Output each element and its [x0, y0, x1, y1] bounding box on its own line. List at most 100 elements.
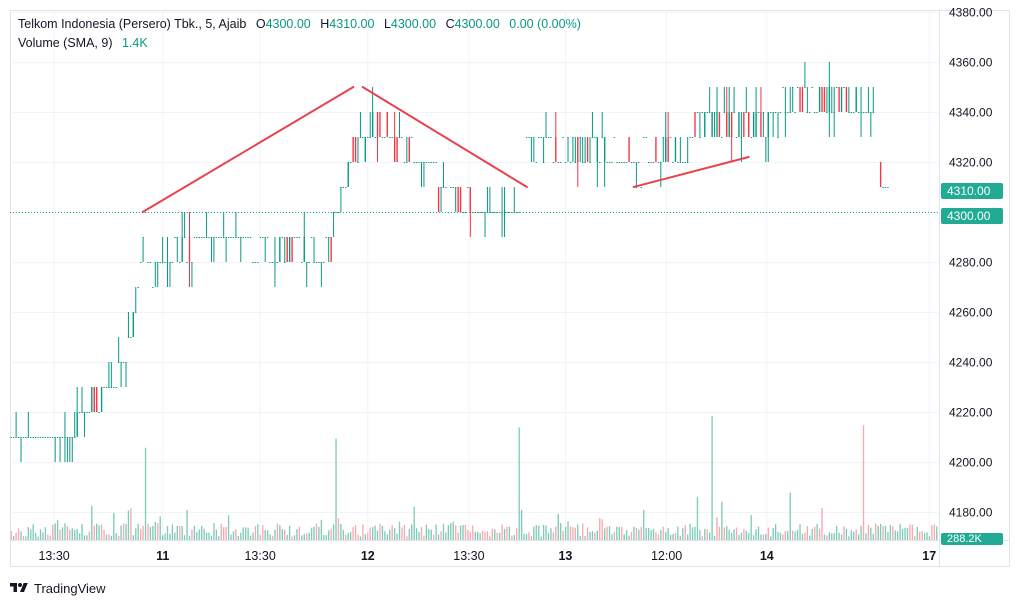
candle-body	[252, 262, 254, 263]
candle-body	[616, 162, 618, 163]
candle-body	[401, 137, 403, 138]
candle-body	[845, 87, 848, 112]
volume-bar	[657, 534, 660, 540]
volume-indicator-label[interactable]: Volume (SMA, 9)	[18, 36, 113, 50]
candle-body	[457, 187, 459, 212]
trend-line-drawing[interactable]	[141, 86, 355, 213]
candle-body	[86, 412, 88, 413]
candle-body	[721, 137, 723, 138]
volume-bar	[15, 532, 17, 540]
symbol-legend: Telkom Indonesia (Persero) Tbk., 5, Ajai…	[18, 17, 581, 31]
candle-body	[137, 287, 139, 288]
volume-bar	[745, 530, 747, 540]
candle-body	[196, 237, 198, 238]
volume-bar	[818, 528, 821, 540]
trend-line-drawing[interactable]	[361, 86, 528, 188]
volume-bar	[369, 527, 371, 540]
candle-body	[447, 212, 450, 213]
candle-body	[855, 87, 857, 112]
volume-bar	[61, 527, 64, 540]
candle-body	[88, 412, 91, 413]
candle-body	[860, 112, 862, 113]
volume-bar	[506, 527, 508, 540]
volume-bar	[650, 530, 652, 540]
tradingview-branding[interactable]: TradingView	[10, 578, 106, 598]
volume-bar	[926, 532, 928, 540]
y-tick-label: 4260.00	[949, 306, 993, 320]
candle-body	[564, 162, 567, 163]
volume-bar	[584, 536, 586, 540]
volume-bar	[599, 517, 601, 540]
volume-bar	[440, 531, 442, 540]
volume-bar	[479, 533, 481, 540]
volume-bar	[413, 506, 415, 540]
candle-body	[542, 162, 545, 163]
volume-bar	[855, 529, 857, 540]
volume-bar	[450, 523, 452, 540]
volume-bar	[169, 533, 171, 540]
candle-body	[271, 262, 274, 263]
candle-body	[704, 112, 706, 137]
candle-body	[723, 112, 725, 113]
candle-body	[586, 137, 589, 162]
candle-body	[69, 437, 71, 438]
volume-bar	[484, 531, 486, 540]
volume-bar	[152, 525, 154, 540]
volume-bar	[762, 534, 765, 540]
volume-bar	[816, 524, 818, 540]
candle-body	[699, 137, 701, 138]
volume-bar	[262, 524, 264, 540]
volume-bar	[794, 531, 796, 540]
volume-bar	[591, 531, 594, 540]
volume-bar	[166, 525, 169, 540]
volume-bar	[625, 530, 628, 540]
candle-body	[335, 212, 337, 213]
trend-line-drawing[interactable]	[632, 156, 750, 188]
open-key: O	[255, 17, 266, 31]
candle-body	[459, 187, 462, 212]
volume-bar	[489, 536, 491, 540]
volume-bar	[203, 528, 205, 540]
volume-bar	[865, 533, 867, 540]
candle-body	[56, 437, 59, 438]
candle-body	[415, 162, 418, 163]
volume-bar	[227, 515, 230, 540]
volume-bar	[535, 525, 537, 540]
candle-body	[838, 87, 840, 112]
candle-body	[201, 237, 203, 238]
volume-bar	[281, 529, 283, 540]
volume-bar	[20, 531, 22, 540]
volume-bar	[201, 525, 203, 540]
candle-body	[147, 262, 149, 263]
volume-bar	[208, 532, 210, 540]
volume-bar	[328, 530, 330, 540]
candle-body	[76, 412, 78, 437]
symbol-name[interactable]: Telkom Indonesia (Persero) Tbk., 5, Ajai…	[18, 17, 247, 31]
y-tick-label: 4320.00	[949, 156, 993, 170]
candle-body	[748, 112, 750, 137]
volume-bar	[445, 532, 447, 540]
volume-bar	[142, 525, 144, 540]
candle-body	[452, 187, 454, 188]
volume-bar	[252, 532, 254, 540]
candle-body	[613, 137, 616, 138]
volume-bar	[330, 528, 332, 540]
volume-bar	[81, 523, 83, 540]
candle-body	[853, 112, 855, 113]
candle-body	[125, 362, 127, 363]
candle-body	[535, 162, 537, 163]
candle-body	[713, 112, 716, 113]
volume-bar	[276, 523, 279, 540]
candle-body	[371, 112, 374, 137]
candle-body	[464, 212, 467, 213]
volume-bar	[909, 524, 911, 540]
candle-body	[491, 212, 493, 213]
candle-body	[476, 212, 479, 213]
volume-bar	[186, 510, 188, 540]
volume-bar	[638, 529, 640, 540]
candle-body	[149, 262, 152, 263]
candle-body	[318, 262, 320, 263]
candle-body	[93, 387, 95, 412]
volume-bar	[728, 529, 730, 540]
